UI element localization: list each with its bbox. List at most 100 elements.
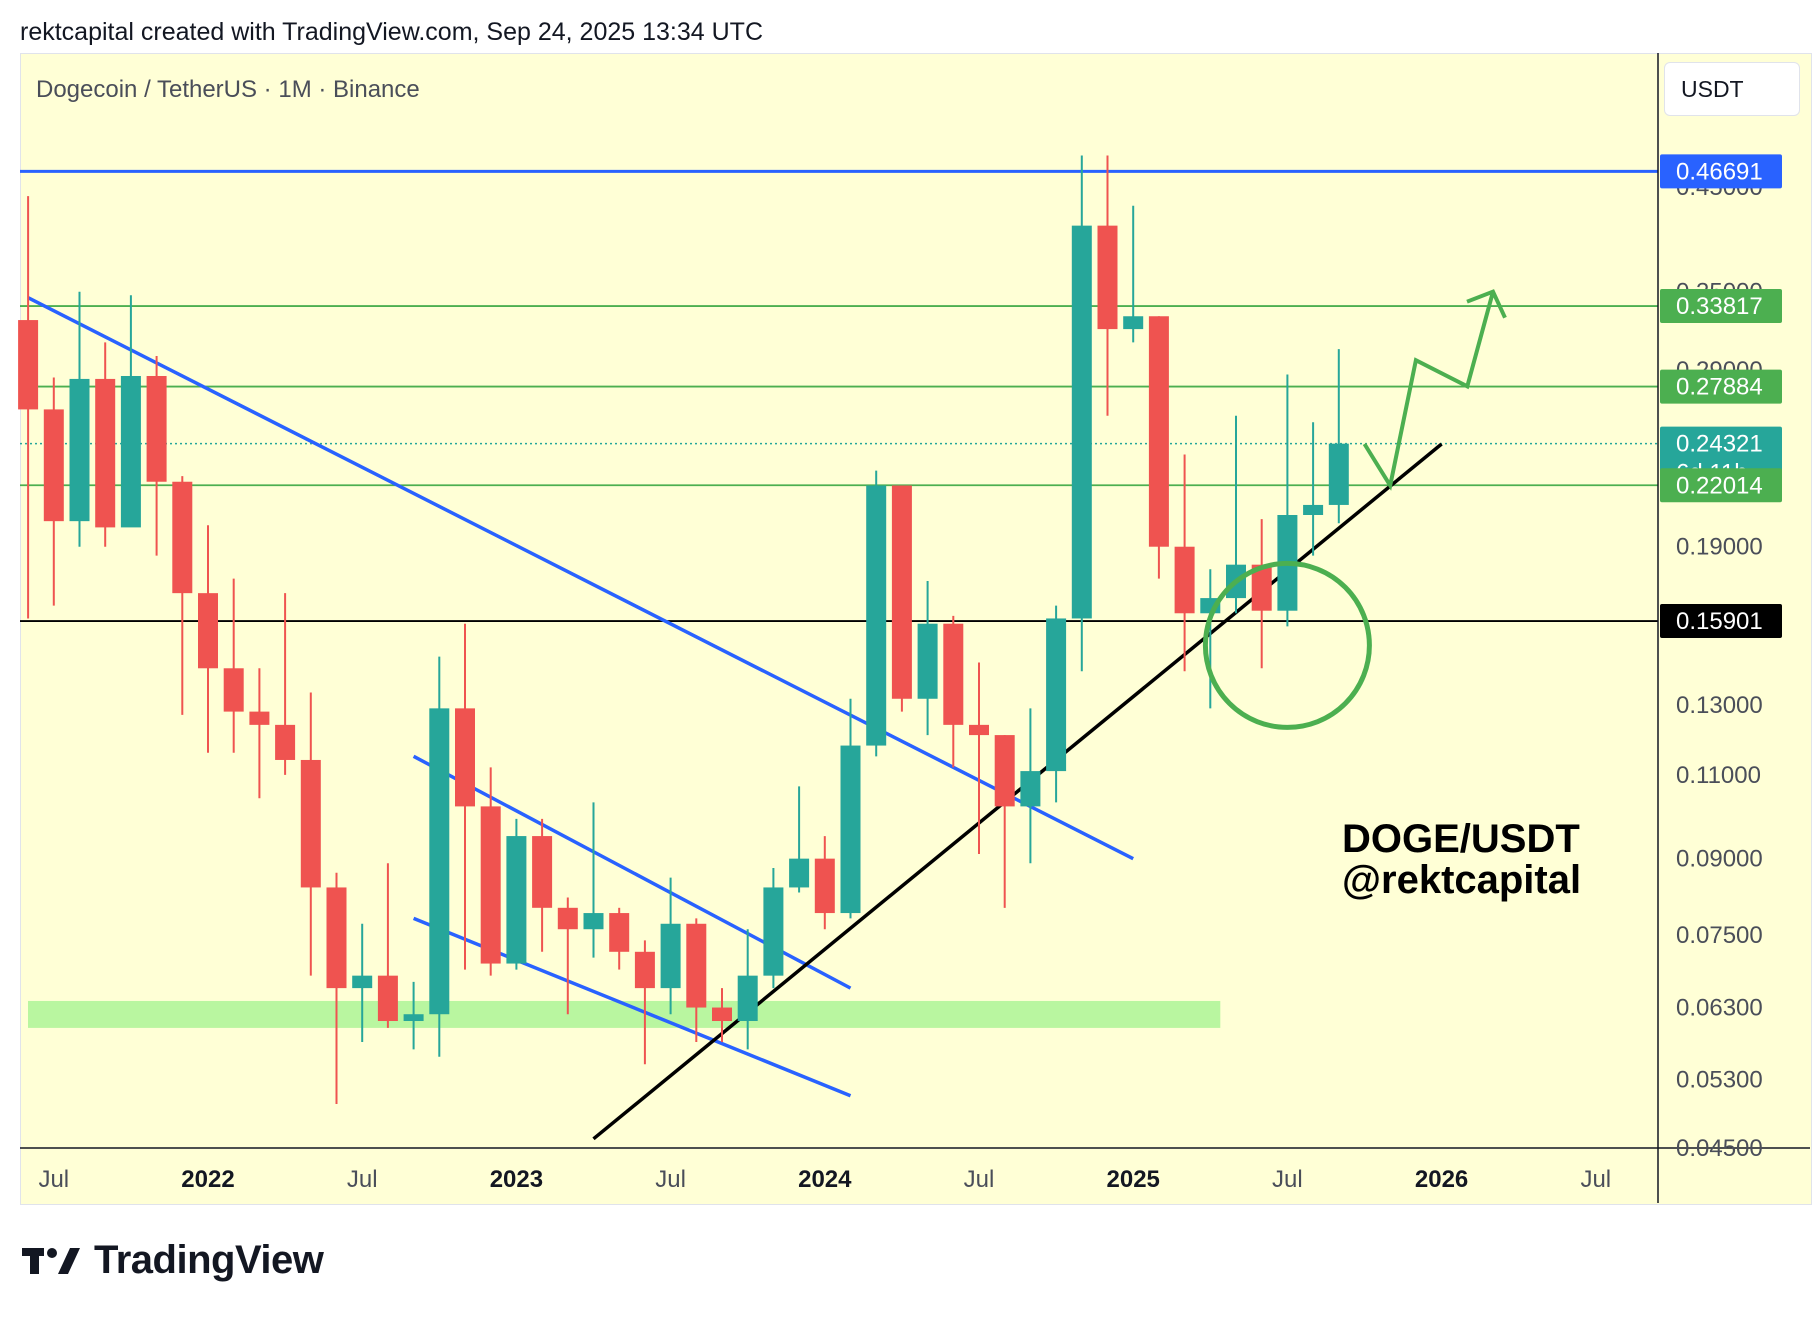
- candle-body: [814, 858, 835, 914]
- candle: [352, 923, 373, 1043]
- candle: [1251, 519, 1272, 669]
- candle: [1046, 605, 1067, 803]
- candle: [789, 786, 810, 893]
- candle: [943, 615, 964, 768]
- candle: [609, 907, 630, 970]
- candle: [686, 918, 707, 1043]
- candle-body: [634, 951, 655, 989]
- candle-body: [146, 375, 167, 482]
- candle: [480, 767, 501, 976]
- candle-body: [1046, 618, 1067, 772]
- trendline-channel-upper: [412, 754, 852, 990]
- tradingview-logo-icon: [22, 1247, 80, 1274]
- candle-body: [172, 481, 193, 594]
- candle-body: [275, 724, 296, 760]
- price-tick-label: 0.19000: [1676, 534, 1763, 561]
- tradingview-logo[interactable]: TradingView: [22, 1238, 324, 1283]
- candle-body: [1020, 771, 1041, 807]
- time-tick-label: 2026: [1415, 1166, 1468, 1193]
- candle-body: [1303, 504, 1324, 515]
- candle: [146, 356, 167, 556]
- price-label-box: [1660, 154, 1782, 189]
- candle: [840, 698, 861, 919]
- price-label: 0.33817: [1660, 289, 1782, 324]
- candle-body: [969, 724, 989, 736]
- candle: [18, 196, 39, 619]
- trendline-descending-resistance: [27, 296, 1134, 861]
- chart-attribution: rektcapital created with TradingView.com…: [20, 18, 764, 46]
- candle: [712, 988, 732, 1043]
- candle: [455, 623, 475, 970]
- candle-body: [660, 923, 681, 989]
- time-tick-label: Jul: [655, 1166, 686, 1193]
- price-tick-label: 0.06300: [1676, 995, 1763, 1022]
- price-tick-label: 0.07500: [1676, 922, 1763, 949]
- candle: [275, 593, 296, 775]
- price-tick-label: 0.05300: [1676, 1067, 1763, 1094]
- candle: [1123, 205, 1144, 343]
- candle: [249, 668, 270, 799]
- price-label-text: 0.24321: [1676, 431, 1763, 458]
- candle: [557, 897, 578, 1015]
- time-tick-label: Jul: [347, 1166, 378, 1193]
- candle-body: [18, 320, 39, 410]
- candle-body: [480, 806, 501, 964]
- candle-body: [866, 485, 887, 746]
- candle: [634, 940, 655, 1065]
- candle: [429, 656, 450, 1057]
- candle-body: [1328, 443, 1349, 505]
- axes-layer: 0.550000.450000.350000.290000.190000.130…: [20, 53, 1810, 1203]
- candle: [866, 470, 887, 757]
- candle: [583, 802, 604, 958]
- candle: [1020, 708, 1041, 864]
- candle: [172, 476, 193, 715]
- price-label-text: 0.27884: [1676, 374, 1763, 401]
- candle: [1097, 155, 1118, 416]
- candle: [814, 836, 835, 930]
- candle-body: [763, 887, 784, 976]
- candle: [69, 291, 90, 547]
- candle-body: [198, 593, 218, 669]
- annotations-layer: [1202, 289, 1507, 730]
- candle: [737, 929, 758, 1050]
- symbol-title: Dogecoin / TetherUS · 1M · Binance: [36, 76, 420, 103]
- currency-button[interactable]: USDT: [1664, 62, 1800, 116]
- price-label-box: [1660, 468, 1782, 503]
- candle-body: [609, 913, 630, 952]
- candle: [377, 863, 398, 1028]
- candle-body: [789, 858, 810, 888]
- price-label-box: [1660, 604, 1782, 639]
- time-tick-label: Jul: [964, 1166, 995, 1193]
- time-tick-label: 2024: [798, 1166, 852, 1193]
- candle: [1148, 316, 1169, 579]
- candle: [1277, 374, 1298, 627]
- watermark-author: @rektcapital: [1342, 858, 1581, 902]
- candle-body: [326, 887, 347, 989]
- candle: [1303, 422, 1324, 556]
- price-label-text: 0.22014: [1676, 472, 1763, 499]
- candle: [1174, 454, 1195, 672]
- candle: [223, 578, 244, 753]
- candle: [763, 868, 784, 989]
- price-label-text: 0.15901: [1676, 608, 1763, 635]
- candle-body: [840, 745, 861, 914]
- candle-body: [943, 623, 964, 725]
- projection-path: [1362, 291, 1495, 491]
- candle: [917, 581, 938, 736]
- price-label: 0.27884: [1660, 369, 1782, 404]
- candles-layer: [18, 155, 1349, 1105]
- candle: [506, 818, 527, 970]
- candle: [198, 525, 218, 753]
- time-tick-label: 2022: [181, 1166, 234, 1193]
- candle-body: [403, 1014, 424, 1022]
- candle-body: [1251, 564, 1272, 611]
- candle-body: [95, 378, 116, 528]
- candle-body: [686, 923, 707, 1008]
- price-label: 0.22014: [1660, 468, 1782, 503]
- price-label-box: [1660, 369, 1782, 404]
- time-tick-label: Jul: [1580, 1166, 1611, 1193]
- price-tick-label: 0.04500: [1676, 1135, 1763, 1162]
- candle: [43, 377, 64, 606]
